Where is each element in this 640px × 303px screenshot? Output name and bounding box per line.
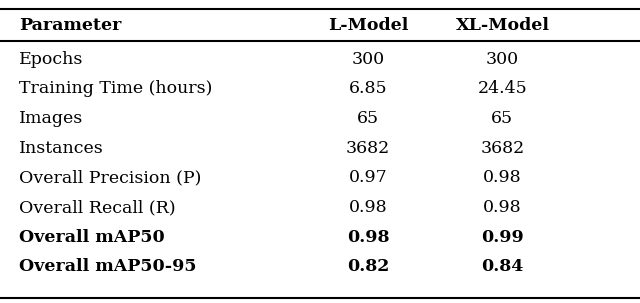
Text: 24.45: 24.45 — [477, 80, 527, 97]
Text: 0.98: 0.98 — [483, 169, 522, 186]
Text: L-Model: L-Model — [328, 17, 408, 34]
Text: 0.98: 0.98 — [483, 199, 522, 216]
Text: 0.98: 0.98 — [347, 229, 389, 246]
Text: 300: 300 — [486, 51, 519, 68]
Text: 0.99: 0.99 — [481, 229, 524, 246]
Text: Instances: Instances — [19, 140, 104, 157]
Text: Images: Images — [19, 110, 83, 127]
Text: 65: 65 — [357, 110, 379, 127]
Text: 0.84: 0.84 — [481, 258, 524, 275]
Text: 3682: 3682 — [480, 140, 525, 157]
Text: 0.82: 0.82 — [347, 258, 389, 275]
Text: Overall Recall (R): Overall Recall (R) — [19, 199, 176, 216]
Text: 300: 300 — [351, 51, 385, 68]
Text: Overall Precision (P): Overall Precision (P) — [19, 169, 202, 186]
Text: XL-Model: XL-Model — [456, 17, 549, 34]
Text: 3682: 3682 — [346, 140, 390, 157]
Text: 6.85: 6.85 — [349, 80, 387, 97]
Text: Parameter: Parameter — [19, 17, 122, 34]
Text: Training Time (hours): Training Time (hours) — [19, 80, 212, 97]
Text: 0.97: 0.97 — [349, 169, 387, 186]
Text: 65: 65 — [492, 110, 513, 127]
Text: Epochs: Epochs — [19, 51, 84, 68]
Text: 0.98: 0.98 — [349, 199, 387, 216]
Text: Overall mAP50: Overall mAP50 — [19, 229, 165, 246]
Text: Overall mAP50-95: Overall mAP50-95 — [19, 258, 196, 275]
